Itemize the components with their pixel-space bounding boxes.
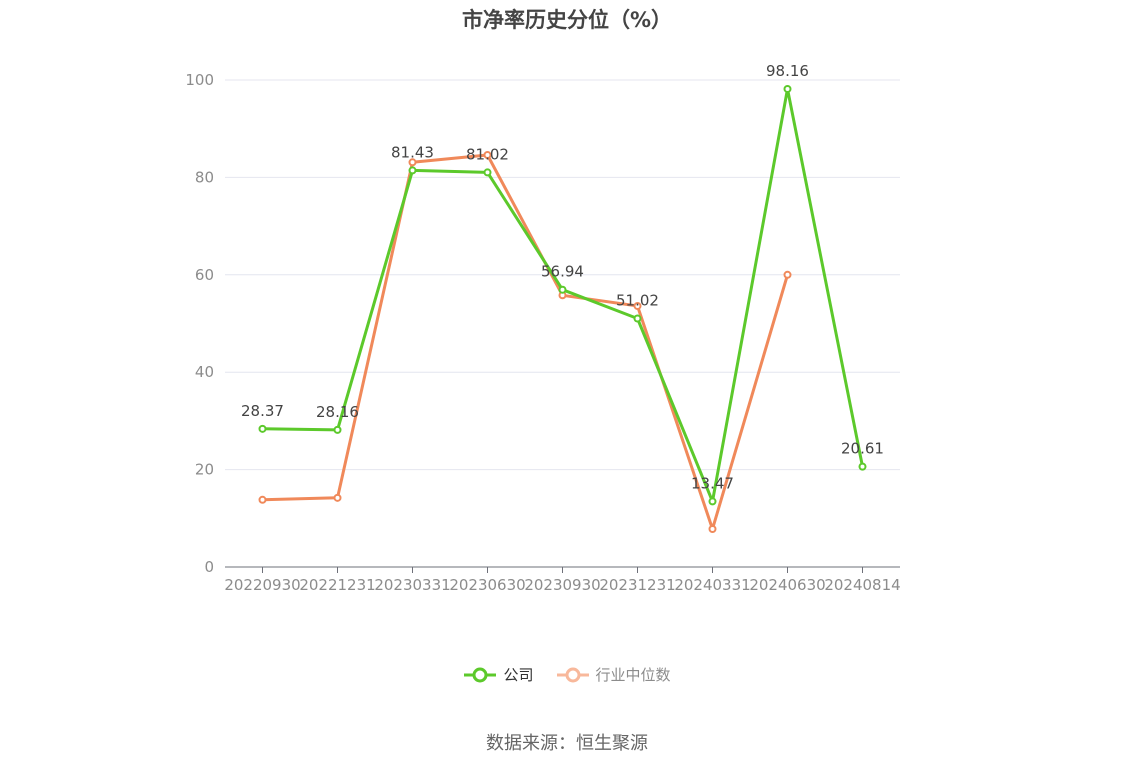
x-tick-label: 20240814 xyxy=(824,576,900,594)
data-label: 28.37 xyxy=(241,402,284,420)
industry-data-point xyxy=(708,525,717,534)
data-label: 28.16 xyxy=(316,403,359,421)
legend-item-industry[interactable]: 行业中位数 xyxy=(556,664,671,685)
data-source: 数据来源：恒生聚源 xyxy=(486,733,648,754)
x-tick-label: 20221231 xyxy=(299,576,375,594)
x-tick-label: 20230331 xyxy=(374,576,450,594)
company-data-point xyxy=(408,166,417,175)
industry-data-point xyxy=(408,158,417,167)
data-label: 13.47 xyxy=(691,474,734,492)
y-tick-label: 100 xyxy=(185,71,214,89)
x-tick-label: 20240630 xyxy=(749,576,825,594)
industry-data-point xyxy=(258,495,267,504)
y-tick-label: 0 xyxy=(204,558,214,576)
legend-item-company[interactable]: 公司 xyxy=(463,664,534,685)
data-label: 98.16 xyxy=(766,62,809,80)
x-tick-label: 20230930 xyxy=(524,576,600,594)
company-data-point xyxy=(633,314,642,323)
y-tick-label: 40 xyxy=(195,363,214,381)
y-tick-label: 80 xyxy=(195,168,214,186)
legend: 公司 行业中位数 xyxy=(0,664,1134,685)
y-tick-label: 20 xyxy=(195,461,214,479)
x-tick-label: 20231231 xyxy=(599,576,675,594)
company-data-point xyxy=(558,285,567,294)
company-data-point xyxy=(858,462,867,471)
data-label: 81.02 xyxy=(466,145,509,163)
data-label: 20.61 xyxy=(841,440,884,458)
company-data-point xyxy=(708,497,717,506)
company-data-point xyxy=(483,168,492,177)
x-tick-label: 20230630 xyxy=(449,576,525,594)
x-tick-label: 20240331 xyxy=(674,576,750,594)
legend-industry-icon xyxy=(556,667,589,682)
company-data-point xyxy=(258,424,267,433)
chart-title: 市净率历史分位（%） xyxy=(461,8,673,32)
industry-data-point xyxy=(633,301,642,310)
x-tick-label: 20220930 xyxy=(224,576,300,594)
data-label: 56.94 xyxy=(541,263,584,281)
company-data-point xyxy=(783,84,792,93)
legend-company-label: 公司 xyxy=(503,666,534,684)
data-label: 81.43 xyxy=(391,143,434,161)
legend-industry-label: 行业中位数 xyxy=(595,666,671,684)
industry-data-point xyxy=(333,493,342,502)
legend-company-icon xyxy=(464,667,497,682)
y-tick-label: 60 xyxy=(195,266,214,284)
company-data-point xyxy=(333,425,342,434)
industry-data-point xyxy=(483,150,492,159)
industry-data-point xyxy=(783,270,792,279)
industry-series-line xyxy=(262,153,789,531)
data-label: 51.02 xyxy=(616,292,659,310)
chart-plot: 0204060801002022093020221231202303312023… xyxy=(185,62,900,594)
